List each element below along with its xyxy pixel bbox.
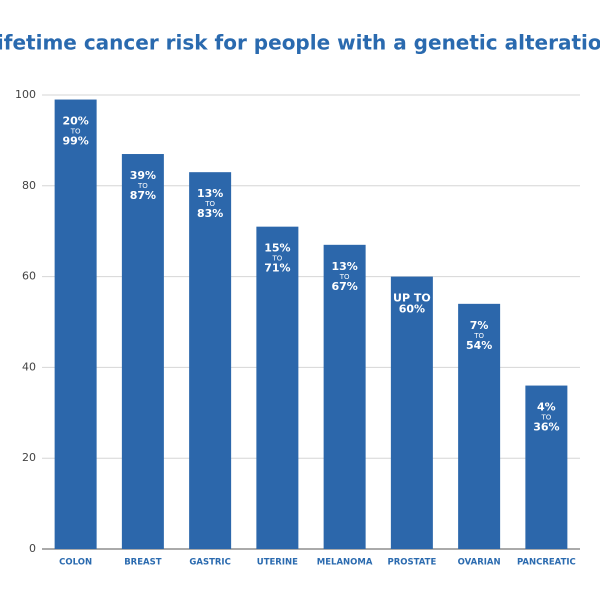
y-tick-label: 100 [15,88,36,101]
chart-title: Lifetime cancer risk for people with a g… [0,31,600,55]
value-label: 99% [62,135,88,148]
value-label: 60% [399,303,425,316]
value-label: 13% [331,260,357,273]
value-label: 39% [130,169,156,182]
bar [121,154,164,549]
value-label: 4% [537,401,556,414]
y-tick-label: 40 [22,360,36,373]
x-tick-label: GASTRIC [189,558,230,568]
bar [323,244,366,549]
y-tick-label: 0 [29,542,36,555]
value-label: TO [271,255,282,263]
value-label: 54% [466,339,492,352]
x-tick-label: UTERINE [257,558,298,568]
x-tick-label: OVARIAN [458,558,501,568]
bar [525,385,568,549]
value-label: 7% [470,319,489,332]
x-tick-label: PROSTATE [387,558,436,568]
x-tick-label: PANCREATIC [517,558,576,568]
value-label: 83% [197,207,223,220]
x-tick-label: BREAST [124,558,162,568]
value-label: TO [204,200,215,208]
value-label: TO [540,414,551,422]
value-label: 15% [264,242,290,255]
bar [189,172,232,549]
value-label: UP TO [393,292,431,305]
y-tick-label: 60 [22,270,36,283]
bar [458,303,501,549]
value-label: 13% [197,187,223,200]
bar [390,276,433,549]
value-label: 87% [130,189,156,202]
value-label: TO [339,273,350,281]
x-tick-label: MELANOMA [317,558,373,568]
value-label: 36% [533,421,559,434]
bar [256,226,299,549]
value-label: TO [137,182,148,190]
value-label: 71% [264,262,290,275]
value-label: 67% [331,280,357,293]
value-label: TO [70,128,81,136]
value-label: 20% [62,115,88,128]
y-tick-label: 20 [22,451,36,464]
x-tick-label: COLON [59,558,92,568]
y-tick-label: 80 [22,179,36,192]
value-label: TO [473,332,484,340]
bar [54,99,97,549]
